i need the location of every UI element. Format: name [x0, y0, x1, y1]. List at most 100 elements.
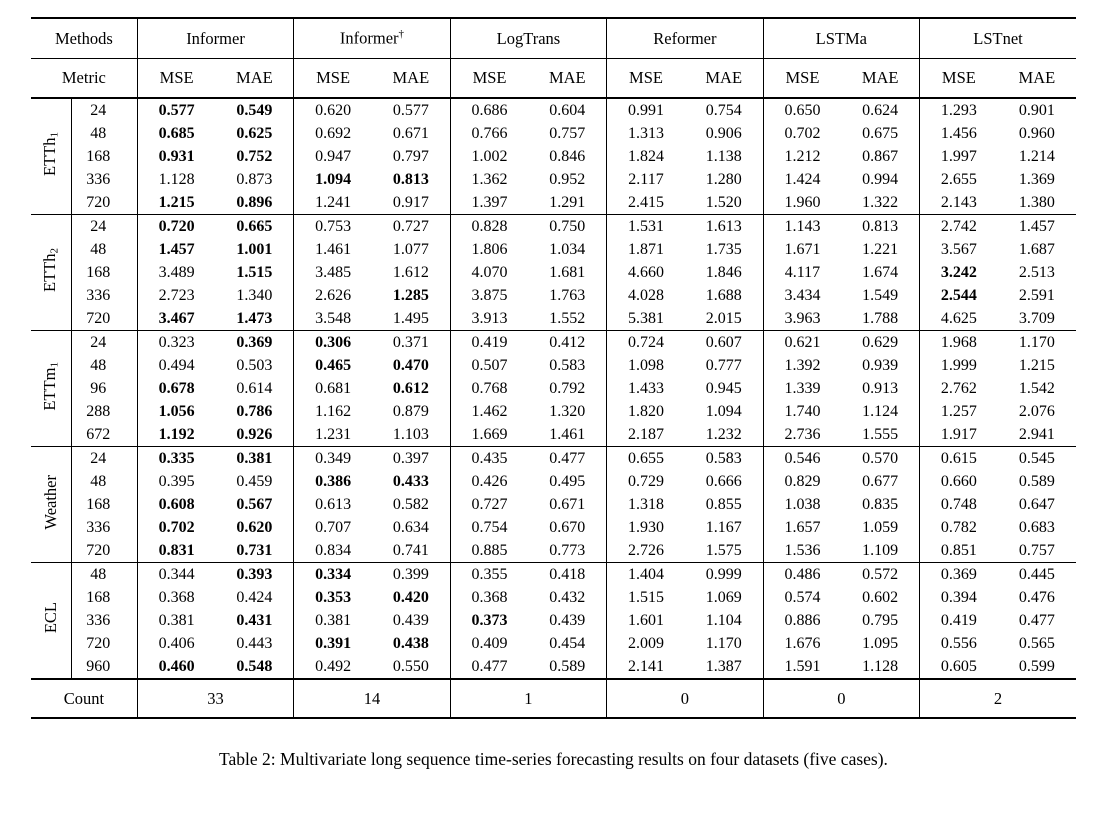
methods-label: Methods [31, 17, 138, 59]
value-cell: 1.170 [1018, 333, 1055, 351]
value-cell: 0.391 [293, 632, 372, 655]
dataset-block-etth2: ETTh2 24 0.720 0.665 0.753 0.727 0.828 0.750 1.5… [31, 214, 1076, 331]
value-cell: 0.931 [136, 145, 216, 168]
value-cell: 2.544 [919, 284, 998, 307]
value-cell: 0.752 [236, 147, 273, 165]
value-cell: 0.766 [449, 122, 529, 145]
count-label: Count [31, 678, 138, 719]
value-cell: 1.515 [606, 586, 685, 609]
value-cell: 0.549 [236, 101, 273, 119]
value-cell: 0.323 [136, 330, 216, 354]
value-cell: 0.702 [136, 516, 216, 539]
value-cell: 0.572 [862, 565, 899, 583]
count-row: Count 33 14 1 0 0 2 [31, 678, 1076, 719]
value-cell: 4.660 [606, 261, 685, 284]
count-value-1: 14 [293, 678, 451, 719]
value-cell: 0.660 [919, 470, 998, 493]
value-cell: 0.607 [705, 333, 742, 351]
value-cell: 0.614 [236, 379, 273, 397]
value-cell: 0.647 [1018, 495, 1055, 513]
value-cell: 0.677 [862, 472, 899, 490]
data-row: 336 2.723 1.340 2.626 1.285 3.875 1.763 4.028 1.… [31, 284, 1076, 307]
value-cell: 0.707 [293, 516, 372, 539]
data-row: 960 0.460 0.548 0.492 0.550 0.477 0.589 2.141 1.… [31, 655, 1076, 680]
value-cell: 0.879 [392, 402, 429, 420]
value-cell: 0.750 [549, 217, 586, 235]
value-cell: 0.757 [997, 539, 1076, 563]
value-cell: 1.461 [528, 423, 607, 447]
value-cell: 0.395 [136, 470, 216, 493]
value-cell: 0.565 [1018, 634, 1055, 652]
value-cell: 0.947 [293, 145, 372, 168]
value-cell: 0.435 [449, 446, 529, 470]
value-cell: 1.380 [997, 191, 1076, 215]
value-cell: 1.369 [1018, 170, 1055, 188]
value-cell: 0.620 [293, 98, 372, 122]
results-table: Methods Informer Informer† LogTrans Reformer… [31, 17, 1076, 719]
value-cell: 1.339 [762, 377, 842, 400]
value-cell: 1.999 [919, 354, 998, 377]
horizon-cell: 48 [70, 562, 138, 586]
value-cell: 0.792 [549, 379, 586, 397]
value-cell: 3.434 [762, 284, 842, 307]
method-header-3: Reformer [606, 17, 764, 59]
value-cell: 0.577 [136, 98, 216, 122]
value-cell: 3.467 [136, 307, 216, 331]
value-cell: 0.495 [549, 472, 586, 490]
value-cell: 1.612 [392, 263, 429, 281]
value-cell: 0.994 [862, 170, 899, 188]
value-cell: 0.583 [705, 449, 742, 467]
metric-col-header: MAE [997, 58, 1076, 99]
value-cell: 1.293 [919, 98, 998, 122]
value-cell: 1.221 [862, 240, 899, 258]
value-cell: 0.599 [997, 655, 1076, 680]
value-cell: 0.666 [705, 472, 742, 490]
value-cell: 0.334 [293, 562, 372, 586]
value-cell: 0.371 [392, 333, 429, 351]
value-cell: 2.076 [1018, 402, 1055, 420]
value-cell: 1.002 [449, 145, 529, 168]
value-cell: 2.009 [606, 632, 685, 655]
metric-col-header: MSE [606, 58, 685, 99]
value-cell: 0.589 [1018, 472, 1055, 490]
value-cell: 1.313 [606, 122, 685, 145]
value-cell: 1.320 [549, 402, 586, 420]
value-cell: 2.723 [136, 284, 216, 307]
horizon-cell: 720 [70, 191, 138, 215]
data-row: 48 0.685 0.625 0.692 0.671 0.766 0.757 1.313 0.9… [31, 122, 1076, 145]
value-cell: 3.913 [449, 307, 529, 331]
value-cell: 0.381 [236, 449, 273, 467]
value-cell: 1.788 [841, 307, 920, 331]
value-cell: 0.459 [236, 472, 273, 490]
value-cell: 0.960 [1018, 124, 1055, 142]
value-cell: 0.896 [215, 191, 294, 215]
value-cell: 1.806 [449, 238, 529, 261]
horizon-cell: 288 [70, 400, 138, 423]
value-cell: 1.280 [705, 170, 742, 188]
method-header-4: LSTMa [762, 17, 920, 59]
value-cell: 0.615 [919, 446, 998, 470]
value-cell: 1.104 [705, 611, 742, 629]
value-cell: 0.613 [293, 493, 372, 516]
data-row: 168 0.608 0.567 0.613 0.582 0.727 0.671 1.318 0.… [31, 493, 1076, 516]
value-cell: 0.867 [862, 147, 899, 165]
value-cell: 1.162 [293, 400, 372, 423]
value-cell: 0.477 [449, 655, 529, 680]
value-cell: 1.128 [136, 168, 216, 191]
value-cell: 2.513 [1018, 263, 1055, 281]
horizon-cell: 48 [70, 354, 138, 377]
value-cell: 1.059 [862, 518, 899, 536]
value-cell: 0.665 [236, 217, 273, 235]
value-cell: 1.056 [136, 400, 216, 423]
horizon-cell: 24 [70, 330, 138, 354]
value-cell: 0.335 [136, 446, 216, 470]
value-cell: 0.306 [293, 330, 372, 354]
value-cell: 0.901 [1018, 101, 1055, 119]
value-cell: 0.612 [392, 379, 429, 397]
value-cell: 0.991 [606, 98, 685, 122]
value-cell: 0.577 [392, 101, 429, 119]
value-cell: 0.443 [236, 634, 273, 652]
value-cell: 2.742 [919, 214, 998, 238]
value-cell: 0.369 [919, 562, 998, 586]
value-cell: 1.124 [862, 402, 899, 420]
